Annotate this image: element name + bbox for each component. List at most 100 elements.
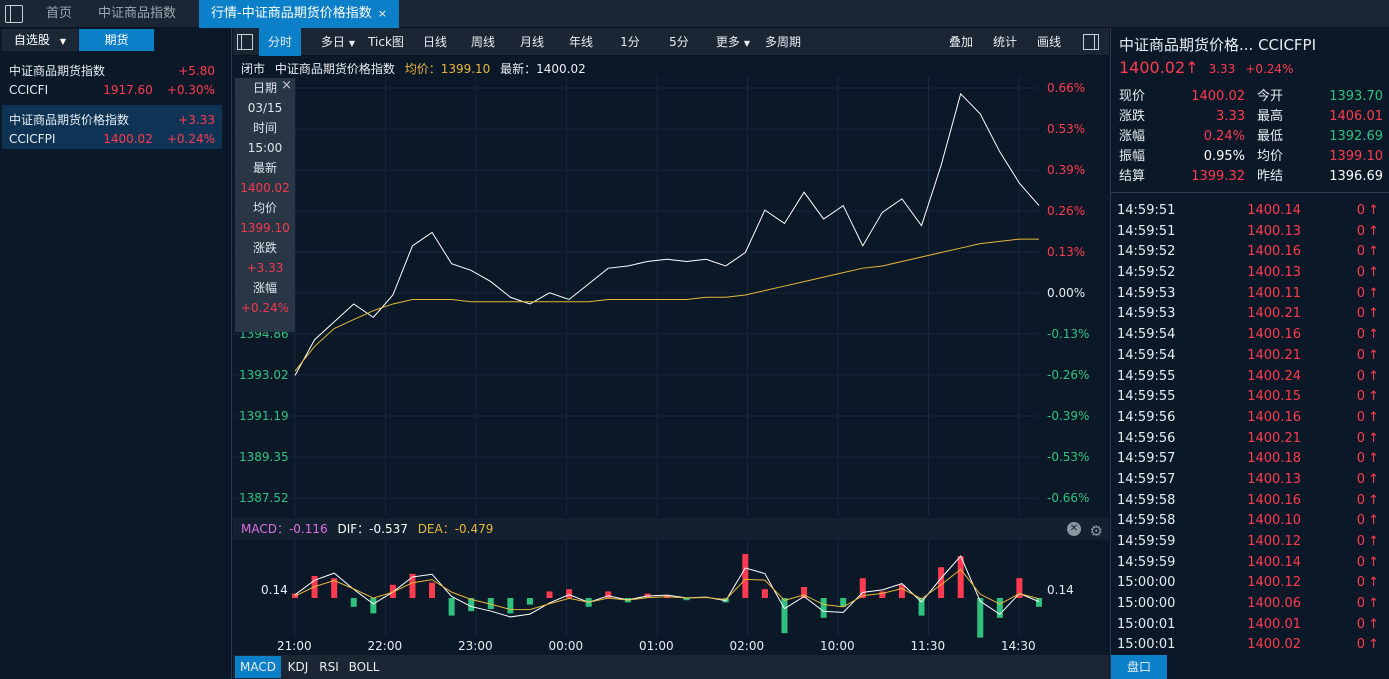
- arrow-up-icon: ↑: [1368, 616, 1379, 632]
- tab-macd[interactable]: MACD: [235, 656, 281, 678]
- macd-value: MACD：-0.116: [241, 522, 328, 536]
- tab-boll[interactable]: BOLL: [348, 660, 380, 674]
- macd-bar: [331, 578, 338, 598]
- tab-commodity-index[interactable]: 中证商品指数: [98, 6, 177, 21]
- tick-tv: 0: [1356, 203, 1365, 218]
- tick-row: 14:59:51 1400.14 0 ↑: [1117, 201, 1385, 222]
- tick-list[interactable]: 14:59:51 1400.14 0 ↑ 14:59:51 1400.13 0 ↑ 14:59:…: [1117, 201, 1385, 656]
- arrow-up-icon: ↑: [1368, 203, 1379, 218]
- tick-tp: 1400.12: [1247, 534, 1301, 549]
- tb-monthly[interactable]: 月线: [519, 35, 544, 49]
- item-price: 1400.02: [103, 132, 153, 146]
- tb-weekly[interactable]: 周线: [470, 35, 495, 49]
- tick-tp: 1400.24: [1247, 368, 1301, 384]
- stat-l2: 最低: [1257, 129, 1284, 144]
- stat-row: 振幅 0.95% 均价 1399.10: [1119, 147, 1383, 167]
- tt-time-label: 时间: [252, 121, 277, 135]
- stat-l2: 最高: [1257, 109, 1284, 124]
- tb-1min[interactable]: 1分: [620, 35, 640, 49]
- panel-toggle-right-icon[interactable]: [1083, 34, 1099, 50]
- right-tick-label: -0.53%: [1047, 450, 1089, 464]
- tab-watchlist[interactable]: 自选股 ▼: [2, 29, 78, 51]
- x-axis-label: 02:00: [730, 639, 765, 653]
- close-icon[interactable]: ×: [281, 78, 292, 93]
- tick-tp: 1400.13: [1247, 265, 1301, 281]
- tab-home[interactable]: 首页: [46, 6, 73, 21]
- tb-stats[interactable]: 统计: [992, 35, 1017, 49]
- stat-l1: 结算: [1119, 169, 1146, 184]
- right-tick-label: -0.39%: [1047, 409, 1089, 423]
- tick-tp: 1400.13: [1247, 223, 1301, 239]
- price-series-line: [294, 238, 1039, 372]
- tick-row: 14:59:57 1400.13 0 ↑: [1117, 470, 1385, 491]
- tick-tv: 0: [1356, 265, 1365, 281]
- macd-bar: [781, 598, 788, 634]
- price-chart[interactable]: 1394.861393.021391.191389.351387.520.66%…: [233, 76, 1109, 516]
- stat-v1: 1400.02: [1191, 89, 1245, 104]
- panel-toggle-icon[interactable]: [237, 34, 253, 50]
- tb-multiday[interactable]: 多日 ▼: [313, 28, 363, 56]
- tb-more-label: 更多: [715, 35, 740, 49]
- tick-tt: 14:59:51: [1117, 223, 1176, 239]
- watchlist-item[interactable]: 中证商品期货指数 +5.80 CCICFI 1917.60 +0.30%: [2, 56, 222, 100]
- indicator-tabs: MACD KDJ RSI BOLL: [233, 655, 1109, 679]
- tick-tt: 14:59:55: [1117, 368, 1176, 384]
- latest-price-label: 最新：1400.02: [500, 62, 586, 76]
- tick-tv: 0: [1356, 223, 1365, 239]
- macd-chart[interactable]: 0.14 0.14 21:00 22:00 23:00 00:00 01:00 02:00 10…: [233, 540, 1109, 655]
- macd-bar: [918, 598, 925, 616]
- macd-bar: [742, 554, 749, 598]
- quote-chg: 3.33: [1208, 62, 1236, 76]
- close-icon[interactable]: ×: [377, 7, 387, 20]
- arrow-up-icon: ↑: [1368, 244, 1379, 260]
- tick-tt: 14:59:56: [1117, 430, 1176, 446]
- close-icon[interactable]: ✕: [1067, 522, 1081, 536]
- tb-daily[interactable]: 日线: [422, 35, 447, 49]
- macd-bar: [409, 573, 416, 598]
- x-axis-label: 01:00: [639, 639, 674, 653]
- chevron-down-icon: ▼: [348, 39, 356, 48]
- tab-pankou[interactable]: 盘口: [1111, 655, 1167, 679]
- tt-date-label: 日期: [252, 81, 277, 95]
- stat-v1: 0.95%: [1203, 149, 1245, 164]
- right-tick-label: 0.66%: [1047, 81, 1085, 95]
- tb-multiperiod[interactable]: 多周期: [764, 35, 801, 49]
- tick-row: 15:00:01 1400.02 0 ↑: [1117, 635, 1385, 656]
- tick-row: 14:59:59 1400.14 0 ↑: [1117, 553, 1385, 574]
- tick-tt: 14:59:52: [1117, 244, 1176, 260]
- chevron-down-icon: ▼: [743, 39, 751, 48]
- tick-row: 14:59:59 1400.12 0 ↑: [1117, 532, 1385, 553]
- tb-more[interactable]: 更多 ▼: [708, 28, 758, 56]
- tick-tv: 0: [1356, 306, 1365, 322]
- stat-v1: 3.33: [1216, 109, 1245, 124]
- tab-kdj[interactable]: KDJ: [287, 660, 309, 674]
- tick-tp: 1400.16: [1247, 327, 1301, 343]
- tb-overlay[interactable]: 叠加: [948, 35, 973, 49]
- tick-tp: 1400.12: [1247, 575, 1301, 591]
- tab-quote[interactable]: 行情-中证商品期货价格指数 ×: [199, 0, 399, 28]
- tb-yearly[interactable]: 年线: [568, 35, 593, 49]
- tab-futures[interactable]: 期货: [79, 29, 154, 51]
- tick-row: 14:59:54 1400.16 0 ↑: [1117, 325, 1385, 346]
- tick-row: 14:59:57 1400.18 0 ↑: [1117, 449, 1385, 470]
- tt-latest: 1400.02: [240, 181, 290, 195]
- macd-bar: [487, 598, 494, 609]
- gear-icon[interactable]: ⚙: [1089, 522, 1103, 540]
- stat-v1: 1399.32: [1191, 169, 1245, 184]
- tb-draw[interactable]: 画线: [1036, 35, 1061, 49]
- sidebar-toggle-icon[interactable]: [5, 5, 23, 23]
- stat-l1: 现价: [1119, 89, 1146, 104]
- tb-intraday[interactable]: 分时: [259, 28, 301, 56]
- macd-bar: [546, 591, 553, 598]
- x-axis-label: 00:00: [549, 639, 584, 653]
- tick-tp: 1400.16: [1247, 492, 1301, 508]
- tab-rsi[interactable]: RSI: [319, 660, 339, 674]
- tb-tick[interactable]: Tick图: [368, 35, 404, 49]
- arrow-up-icon: ↑: [1368, 554, 1379, 570]
- tab-watchlist-label: 自选股: [13, 33, 50, 47]
- right-tick-label: -0.26%: [1047, 368, 1089, 382]
- macd-bar: [977, 598, 984, 638]
- arrow-up-icon: ↑: [1368, 637, 1379, 653]
- tb-5min[interactable]: 5分: [669, 35, 689, 49]
- watchlist-item-selected[interactable]: 中证商品期货价格指数 +3.33 CCICFPI 1400.02 +0.24%: [2, 105, 222, 149]
